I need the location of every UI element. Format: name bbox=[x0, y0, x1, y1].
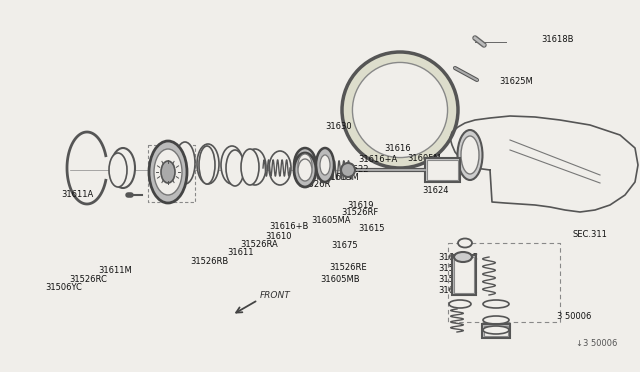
Text: 31526RE: 31526RE bbox=[330, 263, 367, 272]
Text: 31624: 31624 bbox=[422, 186, 449, 195]
Ellipse shape bbox=[109, 153, 127, 187]
Text: 31616+B: 31616+B bbox=[269, 222, 308, 231]
Text: 31526R: 31526R bbox=[298, 180, 331, 189]
Ellipse shape bbox=[269, 151, 291, 185]
Text: 31619: 31619 bbox=[348, 201, 374, 210]
Text: 31618B: 31618B bbox=[541, 35, 573, 44]
Text: 31611M: 31611M bbox=[98, 266, 132, 275]
Text: 31618: 31618 bbox=[428, 160, 454, 169]
Text: 31526RC: 31526RC bbox=[69, 275, 107, 283]
Text: 31616+A: 31616+A bbox=[358, 155, 397, 164]
Ellipse shape bbox=[458, 130, 483, 180]
Ellipse shape bbox=[149, 141, 187, 203]
Bar bbox=[452, 255, 476, 295]
Bar bbox=[427, 160, 458, 180]
Text: 31605MC: 31605MC bbox=[438, 253, 478, 262]
Text: 31615M: 31615M bbox=[325, 173, 359, 182]
Ellipse shape bbox=[221, 146, 243, 184]
Text: 31526RA: 31526RA bbox=[240, 240, 278, 249]
Text: 31610: 31610 bbox=[266, 232, 292, 241]
Ellipse shape bbox=[341, 163, 355, 177]
Ellipse shape bbox=[199, 146, 215, 184]
Text: 31616: 31616 bbox=[384, 144, 411, 153]
Ellipse shape bbox=[161, 161, 175, 183]
Text: FRONT: FRONT bbox=[260, 292, 291, 301]
Ellipse shape bbox=[154, 149, 182, 195]
Text: 31605MB: 31605MB bbox=[320, 275, 360, 284]
Ellipse shape bbox=[353, 62, 447, 158]
Text: 31526RG: 31526RG bbox=[438, 264, 477, 273]
Text: 31615: 31615 bbox=[358, 224, 385, 233]
Text: 31625M: 31625M bbox=[499, 77, 533, 86]
Bar bbox=[425, 158, 460, 182]
Ellipse shape bbox=[197, 144, 219, 184]
Ellipse shape bbox=[449, 300, 471, 308]
Ellipse shape bbox=[316, 148, 334, 182]
Text: 31611: 31611 bbox=[227, 248, 253, 257]
Ellipse shape bbox=[244, 149, 266, 185]
Ellipse shape bbox=[454, 252, 472, 262]
Ellipse shape bbox=[226, 150, 244, 186]
Text: 31630: 31630 bbox=[325, 122, 352, 131]
Ellipse shape bbox=[111, 148, 135, 188]
Bar bbox=[484, 326, 508, 336]
Text: 31526RB: 31526RB bbox=[191, 257, 229, 266]
Text: SEC.311: SEC.311 bbox=[573, 230, 607, 239]
Ellipse shape bbox=[175, 142, 195, 184]
Ellipse shape bbox=[342, 52, 458, 168]
Text: 31605M: 31605M bbox=[407, 154, 441, 163]
Ellipse shape bbox=[294, 148, 316, 182]
Text: 31526RF: 31526RF bbox=[341, 208, 378, 217]
Text: 31605MA: 31605MA bbox=[312, 216, 351, 225]
Text: 31526RH: 31526RH bbox=[438, 275, 477, 284]
Ellipse shape bbox=[298, 159, 312, 181]
Text: 31622: 31622 bbox=[342, 165, 369, 174]
Bar bbox=[454, 257, 474, 293]
Ellipse shape bbox=[241, 149, 259, 185]
Ellipse shape bbox=[461, 136, 479, 174]
Ellipse shape bbox=[483, 316, 509, 324]
Text: 31506YC: 31506YC bbox=[45, 283, 82, 292]
Ellipse shape bbox=[483, 300, 509, 308]
Text: 31611A: 31611A bbox=[61, 190, 93, 199]
Ellipse shape bbox=[298, 154, 312, 176]
Ellipse shape bbox=[458, 238, 472, 247]
Text: 31675+A: 31675+A bbox=[438, 286, 477, 295]
Text: 3 50006: 3 50006 bbox=[557, 312, 591, 321]
Bar bbox=[482, 324, 510, 338]
Ellipse shape bbox=[483, 326, 509, 334]
Ellipse shape bbox=[294, 153, 316, 187]
Ellipse shape bbox=[320, 155, 330, 175]
Text: 31675: 31675 bbox=[332, 241, 358, 250]
Text: ↓3 50006: ↓3 50006 bbox=[576, 339, 618, 348]
